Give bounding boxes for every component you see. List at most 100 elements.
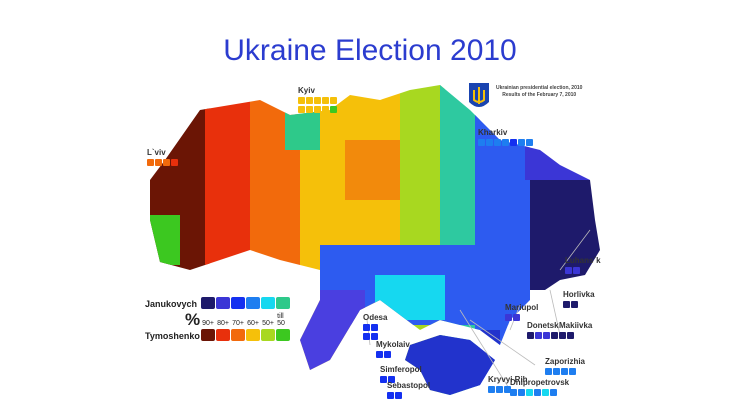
region-volyn-green — [150, 215, 180, 265]
result-swatch — [306, 97, 313, 104]
city-luhansk: Luhans`k — [565, 256, 601, 276]
legend-level: 90+ — [202, 320, 214, 327]
result-swatch — [527, 332, 534, 339]
result-swatch — [155, 159, 162, 166]
result-swatch — [510, 389, 517, 396]
result-swatch — [376, 351, 383, 358]
city-kyiv: Kyiv — [298, 86, 340, 115]
city-mariupol: Mariupol — [505, 303, 538, 323]
legend: Janukovych % 90+ 80+ 70+ 60+ 50+till 50 Tymos… — [145, 296, 292, 344]
city-label: L`viv — [147, 148, 166, 157]
legend-swatch — [216, 329, 230, 341]
result-swatch — [486, 139, 493, 146]
result-swatch — [565, 267, 572, 274]
legend-swatch — [201, 329, 215, 341]
result-swatch — [573, 267, 580, 274]
city-label: Simferopol — [380, 365, 422, 374]
result-swatch — [542, 389, 549, 396]
city-label: Donetsk — [527, 321, 559, 330]
legend-level: till 50 — [277, 313, 285, 327]
trident-emblem-icon — [469, 83, 489, 107]
result-swatch — [526, 139, 533, 146]
map-header: Ukrainian presidential election, 2010 Re… — [468, 82, 582, 112]
legend-level: 60+ — [247, 320, 259, 327]
result-swatch — [363, 324, 370, 331]
legend-swatch — [261, 329, 275, 341]
result-swatch — [526, 389, 533, 396]
city-label: Zaporizhia — [545, 357, 586, 366]
slide-title: Ukraine Election 2010 — [223, 34, 517, 67]
result-swatch — [314, 97, 321, 104]
city-label: Kharkiv — [478, 128, 508, 137]
legend-swatch — [276, 329, 290, 341]
city-odesa: Odesa — [363, 313, 388, 342]
result-swatch — [330, 97, 337, 104]
city-label: Kyiv — [298, 86, 315, 95]
legend-swatch — [246, 329, 260, 341]
result-swatch — [171, 159, 178, 166]
legend-swatch — [201, 297, 215, 309]
result-swatch — [306, 106, 313, 113]
result-swatch — [371, 333, 378, 340]
result-swatch — [534, 389, 541, 396]
result-swatch — [502, 139, 509, 146]
result-swatch — [567, 332, 574, 339]
result-swatch — [545, 368, 552, 375]
result-swatch — [563, 301, 570, 308]
result-swatch — [380, 376, 387, 383]
result-swatch — [504, 386, 511, 393]
header-line2: Results of the February 7, 2010 — [502, 92, 577, 98]
result-swatch — [561, 368, 568, 375]
city-makiivka: Makiivka — [559, 321, 592, 341]
legend-candidate2: Tymoshenko — [145, 331, 200, 341]
result-swatch — [371, 324, 378, 331]
result-swatch — [518, 139, 525, 146]
legend-level: 80+ — [217, 320, 229, 327]
legend-candidate1: Janukovych — [145, 299, 198, 309]
result-swatch — [543, 332, 550, 339]
result-swatch — [478, 139, 485, 146]
city-label: Luhans`k — [565, 256, 601, 265]
result-swatch — [330, 106, 337, 113]
city-simferopol: Simferopol — [380, 365, 422, 385]
result-swatch — [163, 159, 170, 166]
result-swatch — [550, 389, 557, 396]
result-swatch — [571, 301, 578, 308]
result-swatch — [322, 106, 329, 113]
city-horlivka: Horlivka — [563, 290, 595, 310]
region-zhytomyr — [285, 110, 320, 150]
result-swatch — [496, 386, 503, 393]
city-label: Horlivka — [563, 290, 595, 299]
legend-swatch — [231, 329, 245, 341]
city-label: Mariupol — [505, 303, 539, 312]
city-label: Odesa — [363, 313, 388, 322]
legend-level: 50+ — [262, 320, 274, 327]
result-swatch — [518, 389, 525, 396]
result-swatch — [298, 106, 305, 113]
legend-level: 70+ — [232, 320, 244, 327]
city-mykolaiv: Mykolaiv — [376, 340, 410, 360]
result-swatch — [387, 392, 394, 399]
result-swatch — [384, 351, 391, 358]
header-line1: Ukrainian presidential election, 2010 — [496, 85, 583, 91]
city-label: Kryvyi Rih — [488, 375, 528, 384]
result-swatch — [388, 376, 395, 383]
result-swatch — [559, 332, 566, 339]
result-swatch — [298, 97, 305, 104]
result-swatch — [488, 386, 495, 393]
result-swatch — [494, 139, 501, 146]
legend-swatch — [216, 297, 230, 309]
result-swatch — [510, 139, 517, 146]
result-swatch — [551, 332, 558, 339]
result-swatch — [535, 332, 542, 339]
city-kryvyirih: Kryvyi Rih — [488, 375, 528, 395]
legend-swatch — [246, 297, 260, 309]
city-sebastopol: Sebastopol — [387, 381, 430, 401]
result-swatch — [553, 368, 560, 375]
city-label: Dnipropetrovsk — [510, 378, 570, 387]
region-odesa — [295, 290, 365, 380]
city-label: Sebastopol — [387, 381, 431, 390]
legend-swatch — [276, 297, 290, 309]
result-swatch — [395, 392, 402, 399]
